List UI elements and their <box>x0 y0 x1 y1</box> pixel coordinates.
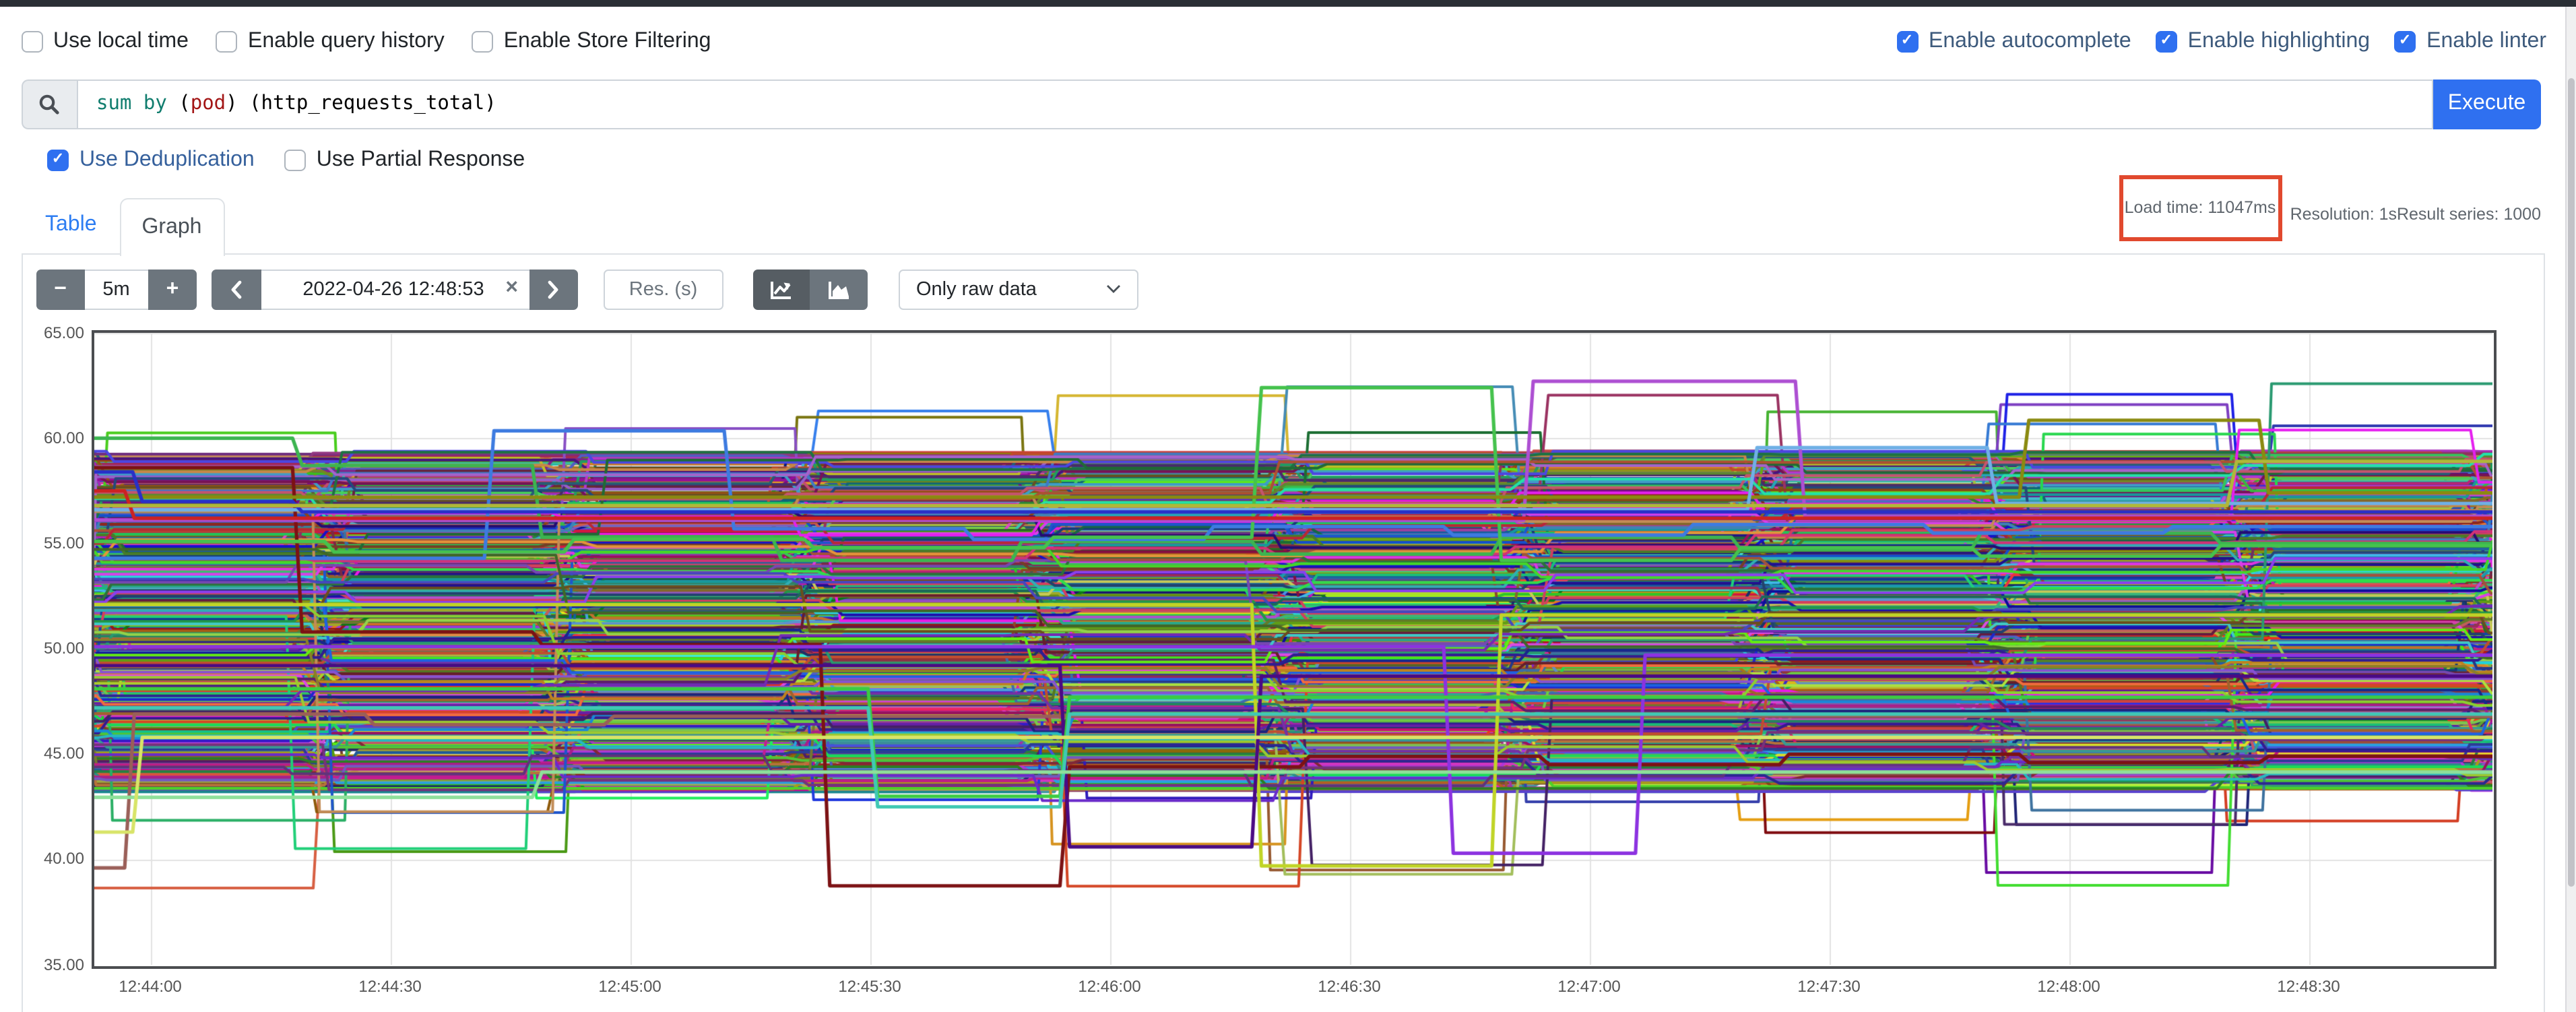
query-token <box>131 94 143 115</box>
stacked-chart-icon[interactable] <box>810 269 868 309</box>
range-increase-button[interactable]: + <box>148 269 197 309</box>
line-chart-icon[interactable] <box>752 269 810 309</box>
dedup-options-row: ✓ Use Deduplication Use Partial Response <box>47 147 525 172</box>
graph-controls: − + × <box>36 269 1138 309</box>
option-enable-store-filtering: Enable Store Filtering <box>471 29 711 53</box>
x-axis-label: 12:44:30 <box>358 976 422 995</box>
checkbox-icon[interactable] <box>284 149 306 170</box>
graph-plot-area[interactable] <box>91 329 2496 968</box>
range-group: − + <box>36 269 197 309</box>
chart-type-toggle <box>752 269 868 309</box>
checkbox-icon[interactable] <box>215 30 237 52</box>
x-axis-label: 12:48:30 <box>2277 976 2340 995</box>
time-back-button[interactable] <box>212 269 261 309</box>
checkbox-icon[interactable] <box>21 30 42 52</box>
query-token: sum <box>96 93 132 115</box>
x-axis-label: 12:46:30 <box>1318 976 1381 995</box>
options-row-left: Use local time Enable query history Enable… <box>21 28 711 54</box>
tab-graph[interactable]: Graph <box>119 197 224 255</box>
x-axis-label: 12:44:00 <box>119 976 182 995</box>
option-label: Enable autocomplete <box>1929 29 2131 52</box>
raw-data-select-value: Only raw data <box>916 278 1037 300</box>
y-axis-label: 50.00 <box>43 639 84 658</box>
resolution-input[interactable] <box>603 269 723 309</box>
options-row-right: ✓ Enable autocomplete ✓ Enable highlighting… <box>1896 28 2546 54</box>
option-label: Use local time <box>53 29 189 52</box>
query-token: by <box>143 93 167 115</box>
top-navbar <box>0 0 2576 7</box>
graph-canvas[interactable] <box>94 332 2492 964</box>
option-use-local-time: Use local time <box>21 29 189 53</box>
checkbox-icon[interactable]: ✓ <box>47 149 69 170</box>
chevron-down-icon <box>1106 285 1120 293</box>
time-input[interactable] <box>261 269 529 309</box>
range-input[interactable] <box>84 269 148 309</box>
option-label: Use Deduplication <box>79 148 255 170</box>
y-axis-label: 65.00 <box>43 323 84 342</box>
option-enable-linter: ✓ Enable linter <box>2394 29 2546 53</box>
option-label: Use Partial Response <box>316 148 525 170</box>
query-bar: sum by (pod) (http_requests_total) Execu… <box>21 79 2541 129</box>
option-use-partial-response: Use Partial Response <box>284 148 525 172</box>
x-axis-label: 12:45:00 <box>598 976 662 995</box>
x-axis-label: 12:46:00 <box>1078 976 1141 995</box>
option-label: Enable linter <box>2426 29 2546 52</box>
graph-panel: − + × <box>21 253 2544 1012</box>
execute-button[interactable]: Execute <box>2433 79 2541 129</box>
checkbox-icon[interactable] <box>471 30 493 52</box>
query-token: ( <box>166 93 191 115</box>
option-use-deduplication: ✓ Use Deduplication <box>47 148 255 172</box>
option-label: Enable Store Filtering <box>503 29 711 52</box>
checkbox-icon[interactable]: ✓ <box>1896 30 1918 52</box>
option-enable-highlighting: ✓ Enable highlighting <box>2155 29 2371 53</box>
scrollbar-thumb[interactable] <box>2567 78 2575 887</box>
result-series-stat: Result series: 1000 <box>2396 205 2541 224</box>
y-axis-label: 35.00 <box>43 955 84 974</box>
checkbox-icon[interactable]: ✓ <box>2394 30 2416 52</box>
y-axis-label: 55.00 <box>43 533 84 552</box>
raw-data-select[interactable]: Only raw data <box>899 269 1138 309</box>
x-axis-label: 12:45:30 <box>838 976 901 995</box>
option-enable-autocomplete: ✓ Enable autocomplete <box>1896 29 2131 53</box>
tab-table[interactable]: Table <box>45 213 97 236</box>
clear-time-icon[interactable]: × <box>505 276 518 298</box>
query-token: ) (http_requests_total) <box>226 93 496 115</box>
y-axis-label: 60.00 <box>43 428 84 447</box>
checkbox-icon[interactable]: ✓ <box>2155 30 2177 52</box>
query-expression-input[interactable]: sum by (pod) (http_requests_total) <box>76 79 2433 129</box>
option-label: Enable highlighting <box>2187 29 2371 52</box>
time-forward-button[interactable] <box>529 269 577 309</box>
x-axis-label: 12:47:30 <box>1797 976 1861 995</box>
x-axis-label: 12:48:00 <box>2037 976 2100 995</box>
option-enable-query-history: Enable query history <box>215 29 445 53</box>
time-group: × <box>212 269 577 309</box>
y-axis-label: 45.00 <box>43 744 84 763</box>
load-time-stat: Load time: 11047ms <box>2124 198 2276 218</box>
y-axis-label: 40.00 <box>43 849 84 868</box>
query-token: pod <box>190 93 226 115</box>
resolution-stat: Resolution: 1s <box>2290 205 2397 224</box>
option-label: Enable query history <box>247 29 445 52</box>
range-decrease-button[interactable]: − <box>36 269 84 309</box>
load-time-annotation-box: Load time: 11047ms <box>2119 175 2282 241</box>
x-axis-label: 12:47:00 <box>1557 976 1621 995</box>
search-icon <box>21 79 76 129</box>
